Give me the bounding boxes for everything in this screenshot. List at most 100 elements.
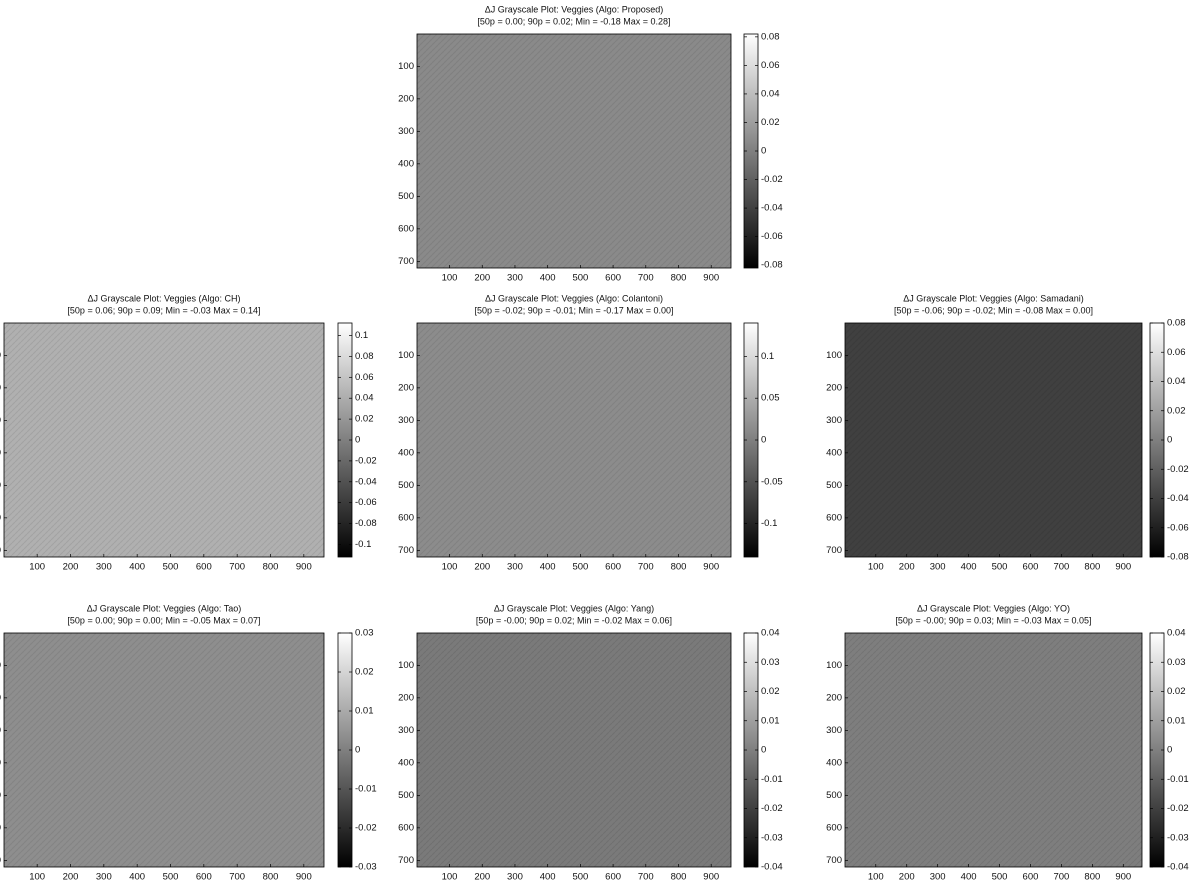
colorbar-tick-label: -0.06 bbox=[355, 497, 377, 508]
x-tick-label: 500 bbox=[163, 562, 179, 573]
colorbar-tick-label: 0.06 bbox=[355, 372, 374, 383]
colorbar-tick-label: -0.01 bbox=[355, 784, 377, 795]
y-tick-label: 100 bbox=[0, 350, 1, 361]
colorbar-tick-label: 0 bbox=[355, 745, 360, 756]
x-tick-label: 500 bbox=[572, 562, 588, 573]
y-tick-label: 700 bbox=[398, 545, 414, 556]
colorbar-tick-label: 0 bbox=[761, 146, 766, 157]
colorbar-tick-label: 0 bbox=[355, 435, 360, 446]
x-tick-label: 700 bbox=[638, 273, 654, 284]
x-tick-label: 900 bbox=[703, 562, 719, 573]
colorbar-tick-label: 0.04 bbox=[761, 88, 780, 99]
x-tick-label: 400 bbox=[540, 273, 556, 284]
x-tick-label: 800 bbox=[1084, 562, 1100, 573]
x-tick-label: 400 bbox=[129, 872, 145, 883]
x-tick-label: 600 bbox=[1023, 872, 1039, 883]
colorbar-tick-label: 0 bbox=[761, 435, 766, 446]
y-tick-label: 700 bbox=[0, 545, 1, 556]
colorbar-tick-label: -0.03 bbox=[1167, 832, 1189, 843]
x-tick-label: 400 bbox=[540, 872, 556, 883]
y-tick-label: 500 bbox=[398, 480, 414, 491]
y-tick-label: 700 bbox=[398, 256, 414, 267]
x-tick-label: 500 bbox=[992, 562, 1008, 573]
colorbar-tick-label: -0.03 bbox=[355, 862, 377, 873]
colorbar-tick-label: 0.02 bbox=[761, 117, 780, 128]
colorbar-tick-label: 0 bbox=[1167, 745, 1172, 756]
colorbar-tick-label: 0.03 bbox=[1167, 657, 1186, 668]
x-tick-label: 700 bbox=[229, 872, 245, 883]
y-tick-label: 600 bbox=[826, 512, 842, 523]
panel-title: ΔJ Grayscale Plot: Veggies (Algo: Colant… bbox=[485, 293, 663, 303]
image-texture bbox=[4, 633, 324, 867]
panel-subtitle: [50p = 0.06; 90p = 0.09; Min = -0.03 Max… bbox=[67, 305, 260, 315]
colorbar-tick-label: 0.04 bbox=[761, 628, 780, 639]
colorbar-tick-label: 0.01 bbox=[1167, 715, 1186, 726]
y-tick-label: 400 bbox=[398, 757, 414, 768]
y-tick-label: 500 bbox=[0, 790, 1, 801]
x-tick-label: 100 bbox=[442, 562, 458, 573]
x-tick-label: 600 bbox=[1023, 562, 1039, 573]
x-tick-label: 200 bbox=[474, 273, 490, 284]
x-tick-label: 300 bbox=[507, 273, 523, 284]
panel-subtitle: [50p = -0.06; 90p = -0.02; Min = -0.08 M… bbox=[894, 305, 1093, 315]
panel-title: ΔJ Grayscale Plot: Veggies (Algo: Tao) bbox=[87, 603, 241, 613]
x-tick-label: 800 bbox=[671, 872, 687, 883]
panel: ΔJ Grayscale Plot: Veggies (Algo: Yang) [… bbox=[398, 603, 783, 882]
colorbar-tick-label: -0.1 bbox=[355, 539, 371, 550]
colorbar-tick-label: 0.02 bbox=[1167, 405, 1186, 416]
y-tick-label: 200 bbox=[0, 382, 1, 393]
y-tick-label: 300 bbox=[0, 415, 1, 426]
x-tick-label: 800 bbox=[263, 562, 279, 573]
x-tick-label: 500 bbox=[163, 872, 179, 883]
x-tick-label: 700 bbox=[638, 872, 654, 883]
colorbar-tick-label: 0.06 bbox=[761, 60, 780, 71]
y-tick-label: 700 bbox=[826, 855, 842, 866]
panel-subtitle: [50p = -0.02; 90p = -0.01; Min = -0.17 M… bbox=[474, 305, 673, 315]
image-texture bbox=[845, 633, 1142, 867]
colorbar-tick-label: 0.04 bbox=[1167, 628, 1186, 639]
colorbar-tick-label: -0.02 bbox=[355, 823, 377, 834]
y-tick-label: 600 bbox=[398, 822, 414, 833]
x-tick-label: 200 bbox=[474, 872, 490, 883]
x-tick-label: 900 bbox=[703, 273, 719, 284]
panel-subtitle: [50p = 0.00; 90p = 0.02; Min = -0.18 Max… bbox=[477, 16, 670, 26]
y-tick-label: 200 bbox=[398, 692, 414, 703]
x-tick-label: 700 bbox=[638, 562, 654, 573]
image-texture bbox=[417, 633, 731, 867]
x-tick-label: 200 bbox=[63, 562, 79, 573]
x-tick-label: 900 bbox=[1115, 562, 1131, 573]
y-tick-label: 100 bbox=[0, 660, 1, 671]
x-tick-label: 600 bbox=[605, 562, 621, 573]
image-texture bbox=[4, 323, 324, 557]
panel-title: ΔJ Grayscale Plot: Veggies (Algo: Samada… bbox=[903, 293, 1084, 303]
colorbar-tick-label: 0.03 bbox=[761, 657, 780, 668]
colorbar-tick-label: 0 bbox=[761, 745, 766, 756]
y-tick-label: 100 bbox=[826, 350, 842, 361]
image-texture bbox=[845, 323, 1142, 557]
x-tick-label: 600 bbox=[196, 562, 212, 573]
x-tick-label: 100 bbox=[442, 872, 458, 883]
x-tick-label: 200 bbox=[899, 872, 915, 883]
colorbar-tick-label: -0.08 bbox=[1167, 552, 1189, 563]
x-tick-label: 700 bbox=[229, 562, 245, 573]
panel-subtitle: [50p = -0.00; 90p = 0.02; Min = -0.02 Ma… bbox=[476, 615, 672, 625]
y-tick-label: 200 bbox=[826, 382, 842, 393]
colorbar-tick-label: -0.02 bbox=[355, 455, 377, 466]
y-tick-label: 400 bbox=[0, 757, 1, 768]
panel-title: ΔJ Grayscale Plot: Veggies (Algo: Yang) bbox=[494, 603, 654, 613]
x-tick-label: 400 bbox=[129, 562, 145, 573]
colorbar-tick-label: -0.02 bbox=[1167, 803, 1189, 814]
panel-subtitle: [50p = 0.00; 90p = 0.00; Min = -0.05 Max… bbox=[67, 615, 260, 625]
y-tick-label: 300 bbox=[0, 725, 1, 736]
y-tick-label: 200 bbox=[398, 382, 414, 393]
panel: ΔJ Grayscale Plot: Veggies (Algo: Propos… bbox=[398, 4, 783, 283]
colorbar-tick-label: -0.02 bbox=[761, 803, 783, 814]
panel: ΔJ Grayscale Plot: Veggies (Algo: Tao) [5… bbox=[0, 603, 377, 882]
y-tick-label: 700 bbox=[398, 855, 414, 866]
x-tick-label: 400 bbox=[961, 562, 977, 573]
colorbar-tick-label: 0.08 bbox=[761, 31, 780, 42]
colorbar-tick-label: 0 bbox=[1167, 435, 1172, 446]
x-tick-label: 300 bbox=[507, 562, 523, 573]
x-tick-label: 900 bbox=[703, 872, 719, 883]
x-tick-label: 300 bbox=[96, 562, 112, 573]
